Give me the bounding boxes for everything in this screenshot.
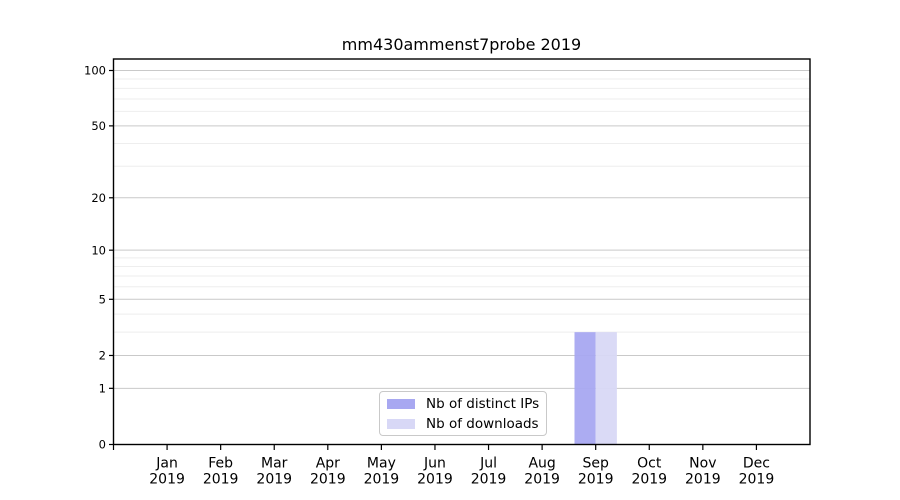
legend-item-distinct-ips: Nb of distinct IPs xyxy=(380,394,546,414)
chart-title: mm430ammenst7probe 2019 xyxy=(341,35,582,54)
x-tick-label-month: Dec xyxy=(743,456,770,472)
x-tick-label-year: 2019 xyxy=(685,472,721,488)
y-tick-label: 1 xyxy=(99,382,106,396)
x-tick-label-month: May xyxy=(367,456,396,472)
legend-swatch-distinct-ips xyxy=(387,399,415,409)
x-tick-label-month: Oct xyxy=(637,456,662,472)
y-tick-label: 2 xyxy=(99,349,106,363)
x-tick-label-year: 2019 xyxy=(149,472,185,488)
y-tick-label: 5 xyxy=(99,292,106,306)
y-tick-label: 0 xyxy=(99,438,106,452)
x-tick-label-month: Jun xyxy=(423,456,446,472)
legend-item-downloads: Nb of downloads xyxy=(380,414,546,434)
plot-border xyxy=(112,58,811,446)
x-tick-label-year: 2019 xyxy=(417,472,453,488)
bar-downloads-sep-2019 xyxy=(595,332,617,445)
x-tick-label-year: 2019 xyxy=(739,472,775,488)
x-tick-label-year: 2019 xyxy=(256,472,292,488)
x-tick-label-month: Sep xyxy=(582,456,609,472)
x-tick-label-month: Apr xyxy=(316,456,340,472)
x-tick-label-year: 2019 xyxy=(471,472,507,488)
x-tick-label-month: Jul xyxy=(479,456,497,472)
x-tick-label-month: Mar xyxy=(261,456,288,472)
y-tick-label: 50 xyxy=(91,119,106,133)
y-tick-label: 20 xyxy=(91,191,106,205)
x-tick-label-month: Aug xyxy=(528,456,555,472)
x-tick-label-year: 2019 xyxy=(203,472,239,488)
bar-distinct-ips-sep-2019 xyxy=(574,332,596,445)
x-tick-label-month: Nov xyxy=(689,456,716,472)
x-tick-label-year: 2019 xyxy=(524,472,560,488)
legend: Nb of distinct IPs Nb of downloads xyxy=(379,391,547,436)
x-tick-label-month: Feb xyxy=(208,456,233,472)
legend-label-distinct-ips: Nb of distinct IPs xyxy=(426,396,540,412)
x-tick-label-year: 2019 xyxy=(310,472,346,488)
y-tick-label: 10 xyxy=(91,243,106,257)
legend-swatch-downloads xyxy=(387,419,415,429)
x-tick-label-year: 2019 xyxy=(631,472,667,488)
legend-label-downloads: Nb of downloads xyxy=(426,416,539,432)
x-tick-label-year: 2019 xyxy=(364,472,400,488)
y-tick-label: 100 xyxy=(84,64,106,78)
x-tick-label-year: 2019 xyxy=(578,472,614,488)
x-tick-label-month: Jan xyxy=(155,456,178,472)
